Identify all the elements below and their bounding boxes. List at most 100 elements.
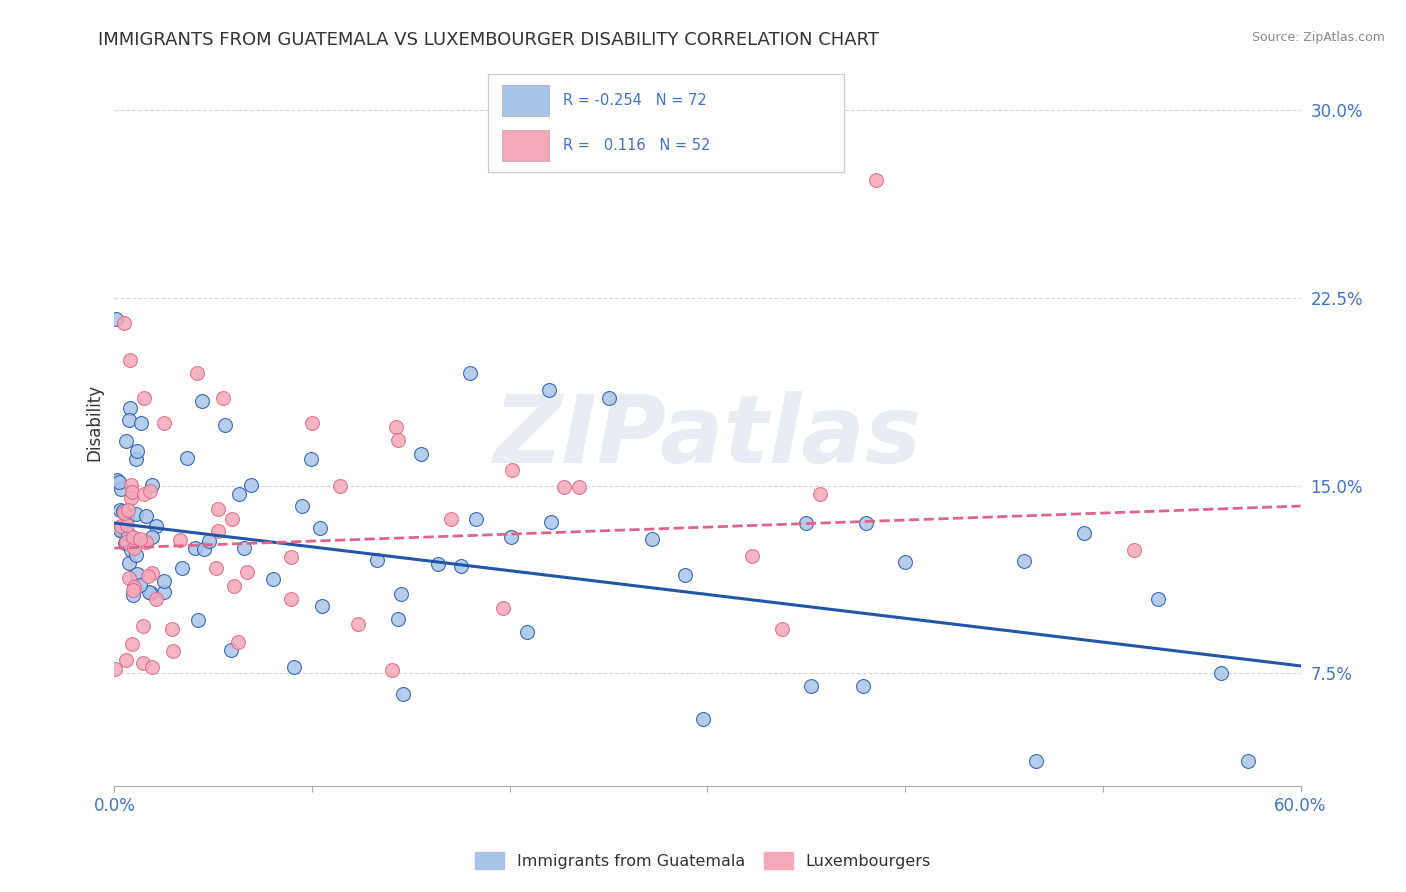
Point — [121, 637, 143, 651]
Point — [193, 542, 215, 557]
Point — [118, 401, 141, 415]
Text: Source: ZipAtlas.com: Source: ZipAtlas.com — [1251, 31, 1385, 45]
Point — [117, 527, 139, 541]
Point — [1025, 754, 1047, 768]
Point — [132, 619, 155, 633]
Point — [692, 713, 714, 727]
Point — [120, 491, 142, 505]
Point — [115, 653, 138, 667]
Point — [207, 502, 229, 516]
Point — [240, 478, 263, 492]
Point — [152, 585, 174, 599]
Point — [114, 536, 136, 550]
Point — [141, 566, 163, 581]
Point — [135, 509, 157, 524]
Point — [122, 580, 145, 594]
Point — [105, 473, 128, 487]
Legend: Immigrants from Guatemala, Luxembourgers: Immigrants from Guatemala, Luxembourgers — [467, 845, 939, 877]
Point — [301, 416, 323, 430]
Point — [121, 530, 143, 544]
Point — [132, 657, 155, 671]
Point — [132, 391, 155, 405]
Point — [110, 482, 132, 496]
Point — [145, 519, 167, 533]
Point — [110, 519, 132, 533]
Point — [855, 516, 877, 530]
Point — [111, 504, 134, 518]
Point — [136, 569, 159, 583]
Point — [125, 444, 148, 458]
Point — [118, 571, 141, 585]
Point — [409, 447, 432, 461]
Point — [117, 503, 139, 517]
Point — [125, 508, 148, 522]
Point — [153, 574, 176, 588]
Point — [440, 512, 463, 526]
Point — [501, 463, 523, 477]
Point — [280, 592, 302, 607]
Point — [111, 524, 134, 538]
Point — [224, 579, 246, 593]
Point — [852, 679, 875, 693]
Point — [117, 413, 139, 427]
Point — [187, 613, 209, 627]
Point — [366, 553, 388, 567]
Point — [139, 483, 162, 498]
Point — [311, 599, 333, 614]
Point — [117, 517, 139, 532]
Point — [385, 420, 408, 434]
Point — [347, 617, 370, 632]
Point — [141, 586, 163, 600]
Point — [120, 353, 142, 368]
Point — [568, 480, 591, 494]
Text: IMMIGRANTS FROM GUATEMALA VS LUXEMBOURGER DISABILITY CORRELATION CHART: IMMIGRANTS FROM GUATEMALA VS LUXEMBOURGE… — [98, 31, 879, 49]
Point — [387, 612, 409, 626]
Point — [516, 625, 538, 640]
Point — [1211, 666, 1233, 681]
Point — [112, 506, 135, 520]
Point — [458, 366, 481, 380]
Point — [741, 549, 763, 563]
Point — [120, 542, 142, 557]
Point — [226, 635, 249, 649]
Point — [115, 510, 138, 524]
Point — [329, 479, 352, 493]
Point — [153, 416, 176, 430]
Point — [283, 660, 305, 674]
Point — [145, 592, 167, 607]
Point — [205, 561, 228, 575]
Point — [640, 532, 662, 546]
Point — [172, 560, 194, 574]
Point — [121, 485, 143, 500]
Point — [176, 450, 198, 465]
Point — [114, 524, 136, 539]
Point — [129, 416, 152, 430]
Point — [291, 500, 314, 514]
Point — [893, 555, 915, 569]
Point — [391, 687, 413, 701]
Point — [499, 530, 522, 544]
Point — [464, 511, 486, 525]
Text: ZIPatlas: ZIPatlas — [494, 392, 921, 483]
Point — [492, 600, 515, 615]
Point — [387, 433, 409, 447]
Point — [138, 585, 160, 599]
Point — [118, 556, 141, 570]
Point — [770, 622, 793, 636]
Point — [299, 452, 322, 467]
Point — [125, 567, 148, 582]
Point — [308, 521, 330, 535]
Point — [810, 486, 832, 500]
Point — [132, 487, 155, 501]
Y-axis label: Disability: Disability — [86, 384, 103, 461]
Point — [104, 661, 127, 675]
Point — [110, 503, 132, 517]
Point — [233, 541, 256, 555]
Point — [141, 478, 163, 492]
Point — [186, 366, 208, 380]
Point — [1073, 526, 1095, 541]
Point — [105, 312, 128, 326]
Point — [262, 572, 284, 586]
Point — [865, 173, 887, 187]
Point — [221, 512, 243, 526]
